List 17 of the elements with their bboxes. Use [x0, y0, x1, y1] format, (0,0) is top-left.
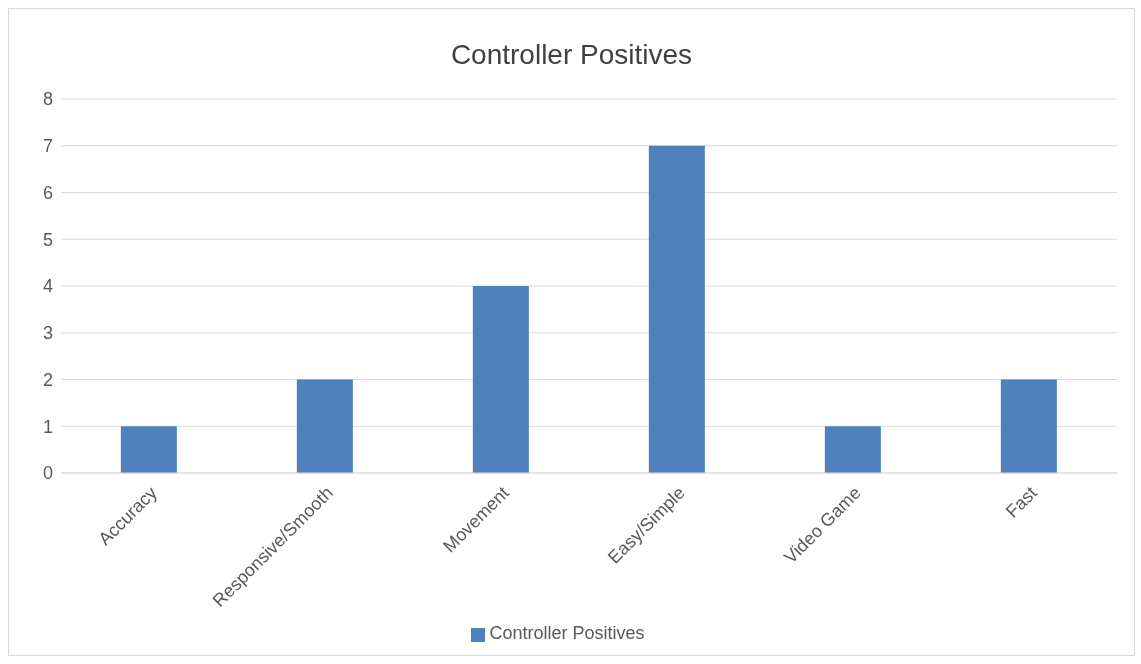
legend-label: Controller Positives: [489, 623, 645, 643]
bar: [296, 379, 353, 473]
chart-title: Controller Positives: [449, 39, 694, 72]
y-tick-label: 5: [42, 229, 53, 250]
y-tick-label: 2: [42, 369, 53, 390]
bar: [648, 145, 705, 473]
y-tick-label: 4: [42, 276, 53, 297]
bar: [472, 286, 529, 473]
bar: [120, 426, 177, 473]
bar: [1000, 379, 1057, 473]
bar: [824, 426, 881, 473]
y-tick-label: 7: [42, 136, 53, 157]
y-tick-label: 3: [42, 323, 53, 344]
y-tick-label: 1: [42, 416, 53, 437]
y-tick-label: 8: [42, 89, 53, 110]
y-tick-label: 6: [42, 182, 53, 203]
y-tick-label: 0: [42, 463, 53, 484]
